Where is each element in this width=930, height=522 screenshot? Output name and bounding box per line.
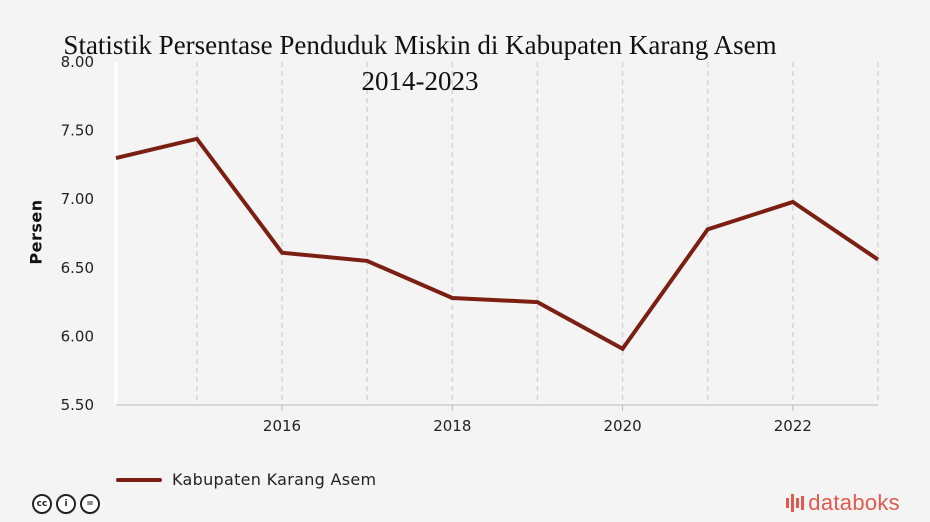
chart-subtitle: 2014-2023 <box>361 66 479 96</box>
databoks-logo-icon <box>786 494 805 512</box>
legend-label: Kabupaten Karang Asem <box>172 470 377 489</box>
y-tick-label: 8.00 <box>61 53 94 71</box>
legend[interactable]: Kabupaten Karang Asem <box>116 470 376 489</box>
y-tick-label: 7.50 <box>61 122 94 140</box>
x-tick-label: 2022 <box>774 417 812 435</box>
legend-swatch <box>116 477 162 482</box>
y-tick-label: 5.50 <box>61 396 94 414</box>
y-tick-label: 7.00 <box>61 190 94 208</box>
y-axis-label: Persen <box>26 199 46 265</box>
y-tick-label: 6.00 <box>61 327 94 345</box>
chart-title: Statistik Persentase Penduduk Miskin di … <box>63 30 777 60</box>
license-icons[interactable]: cc i = <box>32 494 100 514</box>
by-icon[interactable]: i <box>56 494 76 514</box>
brand-logo[interactable]: databoks <box>784 490 900 516</box>
brand-name: databoks <box>808 490 900 515</box>
x-tick-label: 2020 <box>603 417 641 435</box>
cc-icon[interactable]: cc <box>32 494 52 514</box>
nd-icon[interactable]: = <box>80 494 100 514</box>
x-tick-label: 2016 <box>263 417 301 435</box>
x-tick-label: 2018 <box>433 417 471 435</box>
series-line <box>115 136 880 352</box>
y-tick-label: 6.50 <box>61 259 94 277</box>
